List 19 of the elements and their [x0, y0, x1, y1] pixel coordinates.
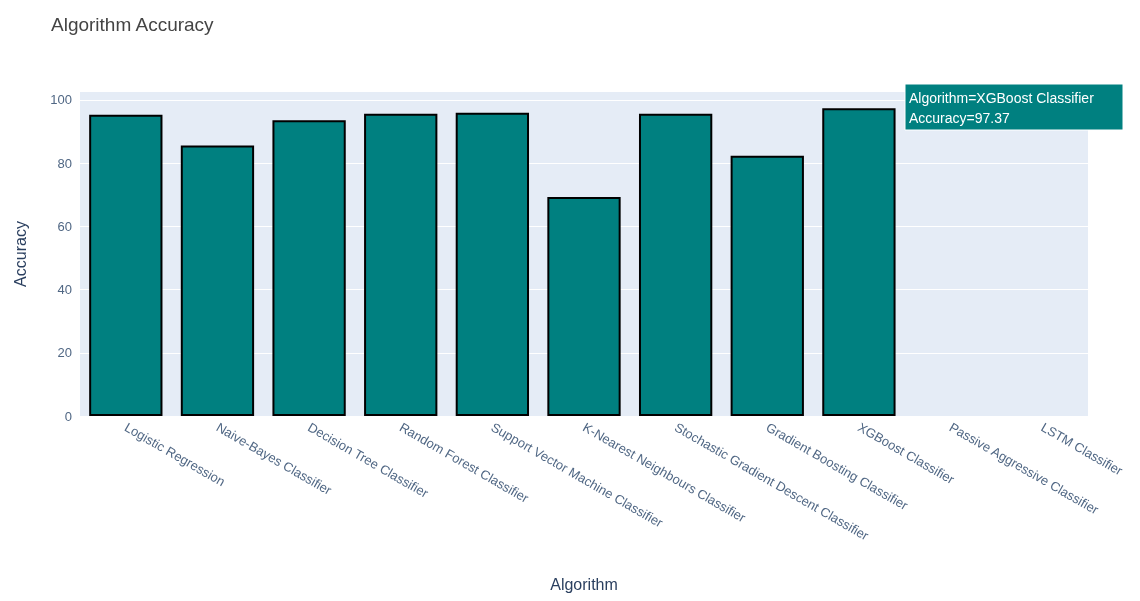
bar [730, 155, 804, 416]
bar [364, 113, 438, 416]
bar [180, 145, 255, 416]
bar [455, 112, 530, 416]
annotation: Algorithm=XGBoost Classifier Accuracy=97.37 [909, 90, 1095, 126]
bar [547, 196, 621, 416]
bar [822, 108, 896, 416]
y-tick-label: 80 [57, 155, 72, 171]
y-tick-label: 0 [64, 408, 72, 424]
y-tick-label: 100 [50, 92, 72, 108]
y-axis-title: Accuracy [11, 221, 29, 287]
bar [272, 120, 346, 416]
chart-title: Algorithm Accuracy [51, 14, 215, 35]
x-axis-title: Algorithm [550, 575, 618, 593]
bar [638, 113, 713, 416]
y-tick-label: 20 [57, 345, 72, 361]
bar [89, 114, 163, 416]
y-tick-label: 60 [57, 218, 72, 234]
y-tick-label: 40 [57, 282, 72, 298]
